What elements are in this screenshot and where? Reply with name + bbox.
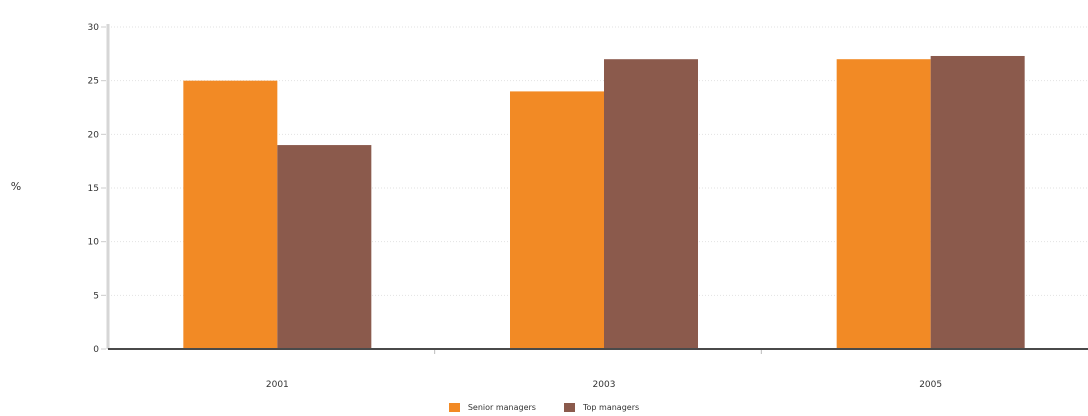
y-axis-label: % xyxy=(11,180,21,193)
y-tick-label-10: 10 xyxy=(88,238,100,248)
axis-layer: 0 5 10 15 20 25 30 2001 2003 2005 xyxy=(88,23,1088,390)
bar-2001-top-managers xyxy=(277,145,372,349)
bar-2005-senior-managers xyxy=(836,59,931,349)
y-tick-label-30: 30 xyxy=(88,23,100,33)
bar-2005-top-managers xyxy=(930,55,1025,349)
legend-item-senior-managers: Senior managers xyxy=(448,402,536,412)
y-tick-label-0: 0 xyxy=(93,345,99,355)
y-tick-label-25: 25 xyxy=(88,77,99,87)
x-tick-label-2001: 2001 xyxy=(266,380,289,390)
legend: Senior managers Top managers xyxy=(0,399,1088,415)
y-tick-label-5: 5 xyxy=(93,291,99,301)
x-tick-label-2003: 2003 xyxy=(593,380,616,390)
legend-label-senior-managers: Senior managers xyxy=(467,402,536,412)
legend-swatch-top-managers xyxy=(563,402,575,412)
y-tick-label-20: 20 xyxy=(88,130,100,140)
bar-layer xyxy=(183,55,1025,350)
bar-2003-top-managers xyxy=(604,59,698,349)
legend-swatch-senior-managers xyxy=(448,402,460,412)
x-tick-label-2005: 2005 xyxy=(919,380,942,390)
y-tick-label-15: 15 xyxy=(88,184,99,194)
bar-2003-senior-managers xyxy=(510,91,604,350)
legend-label-top-managers: Top managers xyxy=(582,402,640,412)
legend-item-top-managers: Top managers xyxy=(563,402,640,412)
bar-2001-senior-managers xyxy=(183,80,278,350)
chart-svg: 0 5 10 15 20 25 30 2001 2003 2005 % xyxy=(11,23,1088,390)
